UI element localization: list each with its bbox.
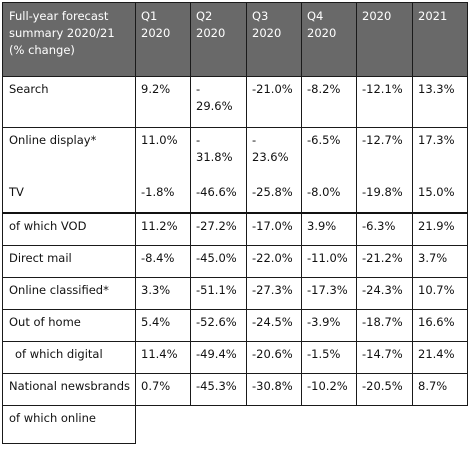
- table-row: Direct mail -8.4% -45.0% -22.0% -11.0% -…: [2, 245, 468, 278]
- table-cell: 16.6%: [412, 309, 468, 342]
- table-cell: -8.0%: [301, 179, 357, 213]
- row-label: of which VOD: [2, 211, 136, 246]
- table-cell: -17.0%: [246, 211, 302, 246]
- table-cell: 21.9%: [412, 211, 468, 246]
- table-cell: -14.7%: [356, 341, 413, 374]
- forecast-table-container: Full-year forecast summary 2020/21 (% ch…: [2, 2, 468, 444]
- table-row: of which VOD 11.2% -27.2% -17.0% 3.9% -6…: [2, 211, 468, 246]
- table-row: Search 9.2% - 29.6% -21.0% -8.2% -12.1% …: [2, 76, 468, 128]
- row-label: of which digital: [2, 341, 136, 374]
- table-cell: -45.3%: [190, 373, 247, 406]
- table-cell: -12.1%: [356, 76, 413, 128]
- table-cell: 3.7%: [412, 245, 468, 278]
- table-row: TV -1.8% -46.6% -25.8% -8.0% -19.8% 15.0…: [2, 179, 468, 213]
- column-header: Q4 2020: [301, 2, 357, 77]
- table-cell: -21.2%: [356, 245, 413, 278]
- table-cell: 3.9%: [301, 211, 357, 246]
- table-cell: 8.7%: [412, 373, 468, 406]
- column-header: 2021: [412, 2, 468, 77]
- table-cell: -6.5%: [301, 127, 357, 180]
- table-cell: 15.0%: [412, 179, 468, 213]
- row-label: National newsbrands: [2, 373, 136, 406]
- table-cell: 11.4%: [135, 341, 191, 374]
- table-cell: -27.3%: [246, 277, 302, 310]
- table-cell: 10.7%: [412, 277, 468, 310]
- row-label: Online classified*: [2, 277, 136, 310]
- table-cell: -11.0%: [301, 245, 357, 278]
- table-cell: - 23.6%: [246, 127, 302, 180]
- table-cell: -6.3%: [356, 211, 413, 246]
- table-cell: -30.8%: [246, 373, 302, 406]
- table-row: Out of home 5.4% -52.6% -24.5% -3.9% -18…: [2, 309, 468, 342]
- table-cell: -18.7%: [356, 309, 413, 342]
- table-cell: 0.7%: [135, 373, 191, 406]
- column-header: Full-year forecast summary 2020/21 (% ch…: [2, 2, 136, 77]
- table-cell: -19.8%: [356, 179, 413, 213]
- row-label: TV: [2, 179, 136, 213]
- table-cell: -24.3%: [356, 277, 413, 310]
- table-cell: -17.3%: [301, 277, 357, 310]
- row-label: of which online: [2, 405, 136, 444]
- table-cell: -52.6%: [190, 309, 247, 342]
- table-cell: -49.4%: [190, 341, 247, 374]
- table-cell: -10.2%: [301, 373, 357, 406]
- column-header: Q2 2020: [190, 2, 247, 77]
- row-label: Out of home: [2, 309, 136, 342]
- table-cell: 21.4%: [412, 341, 468, 374]
- empty-area: [136, 406, 468, 444]
- table-cell: -20.6%: [246, 341, 302, 374]
- column-header: Q1 2020: [135, 2, 191, 77]
- table-cell: -22.0%: [246, 245, 302, 278]
- table-cell: -45.0%: [190, 245, 247, 278]
- table-cell: -8.2%: [301, 76, 357, 128]
- table-cell: 11.0%: [135, 127, 191, 180]
- table-cell: -1.8%: [135, 179, 191, 213]
- row-label: Search: [2, 76, 136, 128]
- table-cell: -24.5%: [246, 309, 302, 342]
- table-row: of which online: [2, 405, 468, 444]
- row-label: Direct mail: [2, 245, 136, 278]
- column-header: 2020: [356, 2, 413, 77]
- table-header-row: Full-year forecast summary 2020/21 (% ch…: [2, 2, 468, 77]
- table-cell: -8.4%: [135, 245, 191, 278]
- table-row: Online display* 11.0% - 31.8% - 23.6% -6…: [2, 127, 468, 180]
- table-cell: -1.5%: [301, 341, 357, 374]
- table-cell: -3.9%: [301, 309, 357, 342]
- table-row: National newsbrands 0.7% -45.3% -30.8% -…: [2, 373, 468, 406]
- table-row: Online classified* 3.3% -51.1% -27.3% -1…: [2, 277, 468, 310]
- table-cell: 17.3%: [412, 127, 468, 180]
- column-header: Q3 2020: [246, 2, 302, 77]
- table-cell: 5.4%: [135, 309, 191, 342]
- table-cell: 13.3%: [412, 76, 468, 128]
- table-cell: 11.2%: [135, 211, 191, 246]
- forecast-table: Full-year forecast summary 2020/21 (% ch…: [2, 2, 468, 444]
- table-cell: - 31.8%: [190, 127, 247, 180]
- table-cell: -20.5%: [356, 373, 413, 406]
- table-cell: 9.2%: [135, 76, 191, 128]
- table-cell: -21.0%: [246, 76, 302, 128]
- table-cell: -46.6%: [190, 179, 247, 213]
- table-cell: - 29.6%: [190, 76, 247, 128]
- table-cell: -25.8%: [246, 179, 302, 213]
- table-cell: -27.2%: [190, 211, 247, 246]
- table-row: of which digital 11.4% -49.4% -20.6% -1.…: [2, 341, 468, 374]
- table-cell: -12.7%: [356, 127, 413, 180]
- table-cell: 3.3%: [135, 277, 191, 310]
- table-cell: -51.1%: [190, 277, 247, 310]
- row-label: Online display*: [2, 127, 136, 180]
